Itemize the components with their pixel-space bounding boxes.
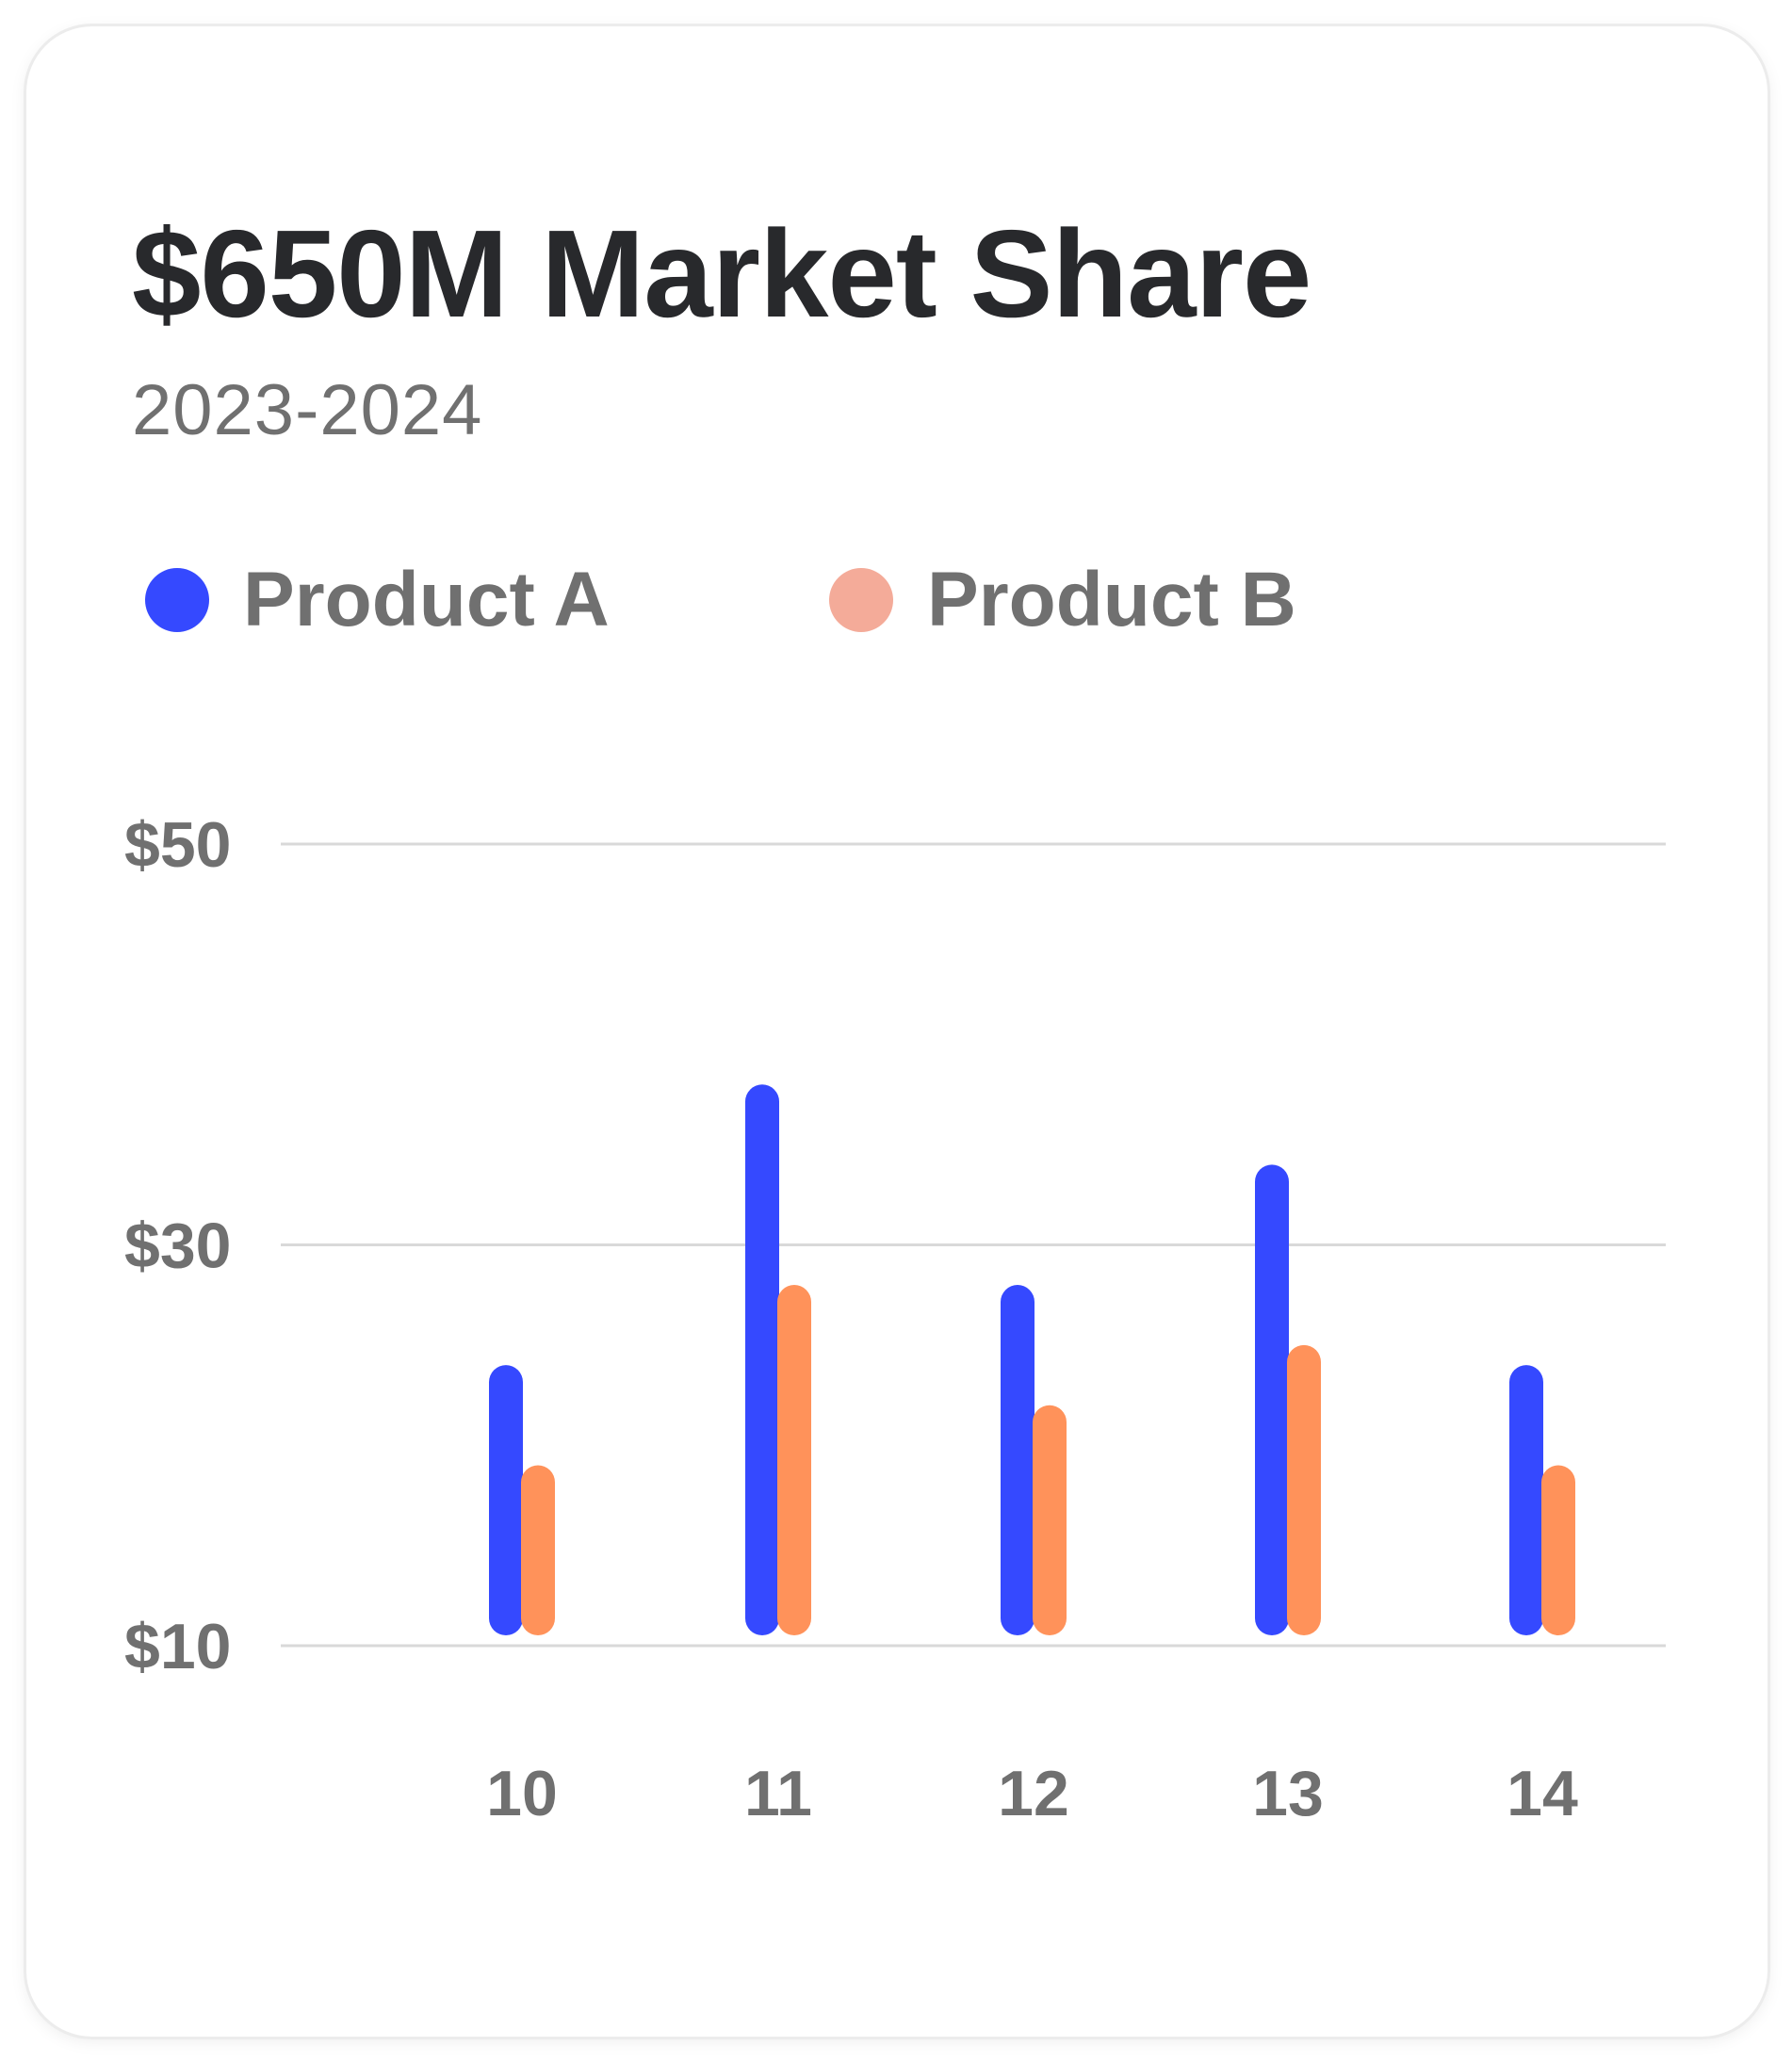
legend-dot-product-a-icon [145,568,209,632]
bar-product-b-14[interactable] [1541,1465,1575,1635]
x-tick-label-13: 13 [1252,1758,1324,1829]
x-tick-label-10: 10 [486,1758,558,1829]
bar-product-a-12[interactable] [1001,1285,1034,1635]
legend-label-product-b: Product B [927,557,1296,642]
x-tick-label-14: 14 [1507,1758,1578,1829]
bar-product-b-11[interactable] [777,1285,811,1635]
page-title: $650M Market Share [132,204,1311,343]
legend-item-product-b[interactable]: Product B [829,561,1296,639]
y-tick-label-10: $10 [124,1611,231,1682]
bar-product-b-10[interactable] [521,1465,555,1635]
bar-product-a-11[interactable] [745,1084,779,1635]
legend-label-product-a: Product A [243,557,610,642]
x-tick-label-11: 11 [744,1758,812,1829]
bar-product-b-12[interactable] [1033,1405,1067,1635]
chart-card [26,26,1768,2037]
y-tick-label-50: $50 [124,809,231,881]
legend-item-product-a[interactable]: Product A [145,561,610,639]
bar-product-a-14[interactable] [1509,1365,1543,1635]
bar-product-a-10[interactable] [489,1365,523,1635]
y-tick-label-30: $30 [124,1210,231,1282]
date-range-subtitle: 2023-2024 [132,370,483,450]
bar-product-a-13[interactable] [1255,1164,1289,1635]
bar-product-b-13[interactable] [1287,1344,1321,1635]
legend-dot-product-b-icon [829,568,893,632]
x-tick-label-12: 12 [998,1758,1069,1829]
